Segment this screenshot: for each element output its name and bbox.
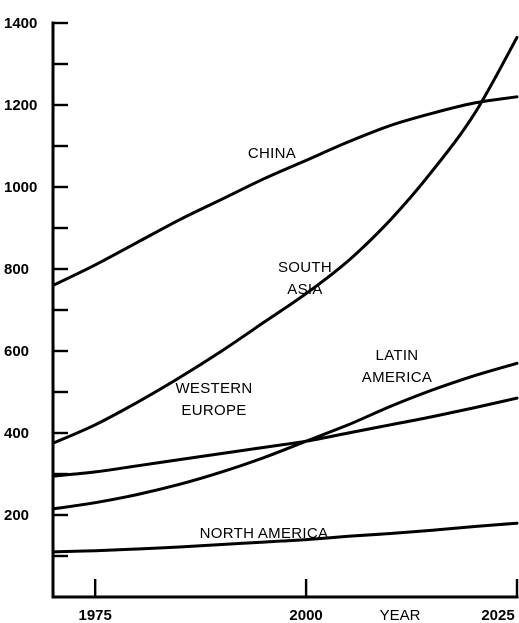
y-axis: 200 400 600 800 1000 1200 1400 — [4, 15, 68, 599]
y-tick-label: 400 — [4, 425, 29, 442]
x-tick-label: 1975 — [78, 607, 111, 623]
x-axis: 1975 2000 2025 — [51, 579, 519, 623]
series-label-western-europe: WESTERN — [175, 380, 252, 397]
y-tick-label: 800 — [4, 261, 29, 278]
series-line-china — [51, 95, 519, 287]
series-labels: CHINA SOUTH ASIA LATIN AMERICA WESTERN EUROPE N… — [175, 145, 432, 542]
series-label-china: CHINA — [248, 145, 296, 162]
x-axis-label: YEAR — [380, 607, 421, 623]
series-label-latin-america: AMERICA — [362, 369, 432, 386]
series-label-western-europe: EUROPE — [181, 402, 246, 419]
series-line-south-asia — [51, 35, 519, 445]
x-tick-label: 2000 — [289, 607, 322, 623]
series-label-south-asia: ASIA — [287, 281, 322, 298]
x-tick-label: 2025 — [481, 607, 514, 623]
series-line-latin-america — [51, 361, 519, 511]
y-tick-label: 600 — [4, 343, 29, 360]
series-label-latin-america: LATIN — [376, 347, 419, 364]
series-label-south-asia: SOUTH — [278, 259, 332, 276]
series-line-north-america — [51, 521, 519, 554]
series-lines — [51, 35, 519, 554]
series-label-north-america: NORTH AMERICA — [200, 525, 329, 542]
y-tick-label: 1000 — [4, 179, 37, 196]
series-line-western-europe — [51, 396, 519, 478]
y-tick-label: 200 — [4, 507, 29, 524]
y-tick-label: 1400 — [4, 15, 37, 32]
y-tick-label: 1200 — [4, 97, 37, 114]
